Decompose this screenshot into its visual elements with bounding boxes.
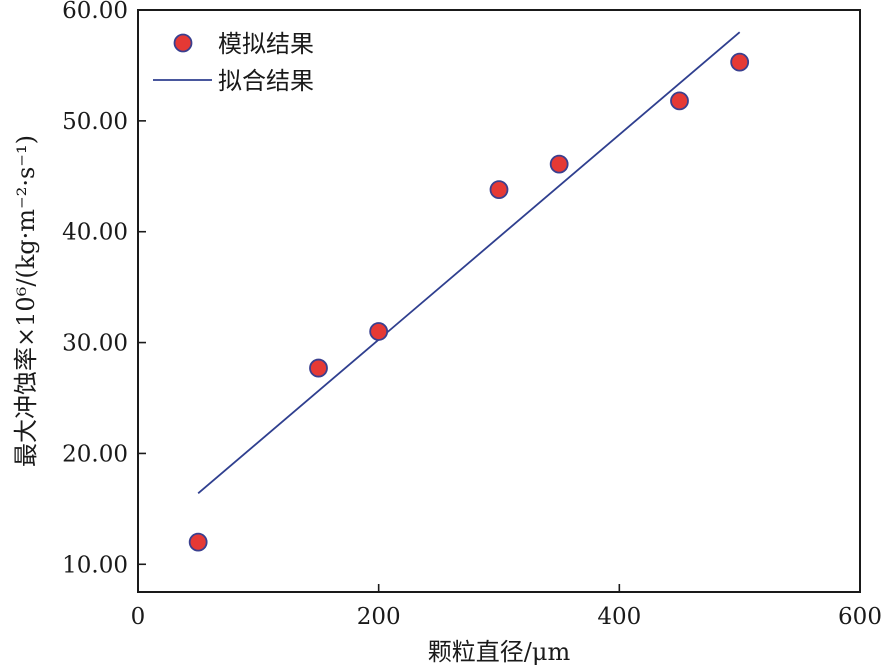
legend-marker-scatter	[173, 33, 193, 53]
data-point	[549, 154, 569, 174]
legend-label: 拟合结果	[218, 67, 314, 95]
legend-label: 模拟结果	[218, 30, 314, 58]
x-tick-label: 400	[597, 604, 641, 630]
data-point	[309, 358, 328, 378]
data-point	[730, 52, 750, 72]
data-point	[670, 91, 689, 111]
fit-line	[197, 31, 741, 495]
y-axis: 10.00 20.00 30.00 40.00 50.00 60.00	[62, 0, 146, 578]
plot-frame	[137, 9, 861, 593]
data-point	[188, 532, 208, 552]
y-tick-label: 20.00	[62, 441, 128, 467]
x-tick-label: 600	[838, 604, 882, 630]
y-tick-label: 40.00	[62, 220, 128, 246]
x-axis-title: 颗粒直径/μm	[428, 638, 571, 666]
series-layer	[188, 31, 750, 552]
y-tick-label: 60.00	[62, 0, 128, 24]
y-axis-title: 最大冲蚀率×10⁶/(kg·m⁻²·s⁻¹)	[12, 135, 40, 467]
y-tick-label: 30.00	[62, 331, 128, 357]
x-tick-label: 200	[357, 604, 401, 630]
data-point	[489, 180, 509, 199]
y-tick-label: 10.00	[62, 552, 128, 578]
data-point	[369, 322, 389, 341]
x-axis: 0 200 400 600	[131, 584, 882, 630]
y-tick-label: 50.00	[62, 109, 128, 135]
x-tick-label: 0	[131, 604, 146, 630]
